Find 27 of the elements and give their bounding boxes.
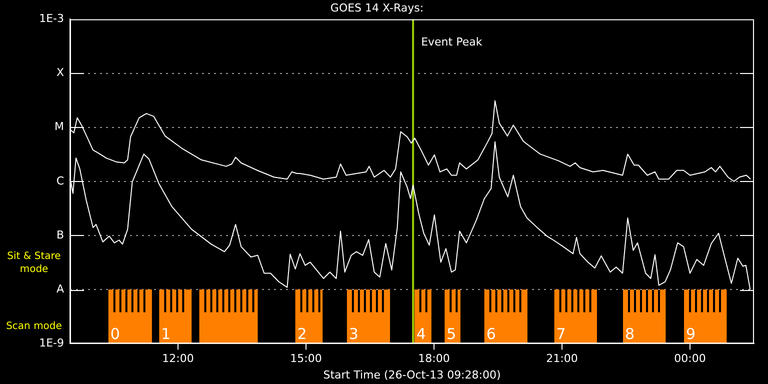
- y-tick-label: 1E-9: [39, 336, 64, 350]
- y-tick-label: 1E-3: [39, 12, 64, 26]
- ref-line-label: Event Peak: [421, 36, 483, 49]
- y-tick-label: A: [56, 282, 64, 296]
- x-tick-label: 21:00: [546, 352, 578, 366]
- x-tick-label: 18:00: [418, 352, 450, 366]
- band-label: 1: [161, 324, 171, 343]
- x-tick-label: 15:00: [290, 352, 322, 366]
- band-label: 6: [486, 324, 496, 343]
- band-label: 5: [446, 324, 456, 343]
- chart-title: GOES 14 X-Rays:: [330, 1, 424, 14]
- y-tick-label: M: [54, 120, 64, 134]
- text: Scan mode: [6, 321, 62, 332]
- y-tick-label: B: [56, 228, 64, 242]
- x-axis-title: Start Time (26-Oct-13 09:28:00): [323, 368, 501, 382]
- y-tick-label: C: [56, 174, 64, 188]
- band-label: 2: [297, 324, 307, 343]
- y-tick-label: X: [56, 66, 64, 80]
- band-label: 4: [416, 324, 426, 343]
- band-label: 0: [110, 324, 120, 343]
- band-label: 7: [556, 324, 566, 343]
- x-tick-label: 00:00: [674, 352, 706, 366]
- x-tick-label: 12:00: [162, 352, 194, 366]
- band-label: 3: [348, 324, 358, 343]
- text: Sit & Stare mode: [7, 251, 61, 276]
- band-label: 9: [686, 324, 696, 343]
- band-label: 8: [625, 324, 635, 343]
